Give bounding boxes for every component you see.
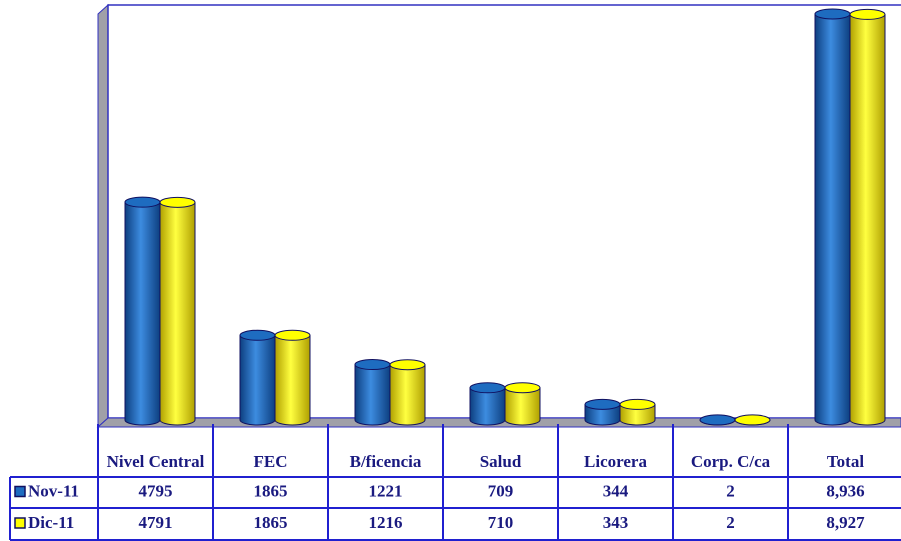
table-value: 2 [726, 513, 735, 532]
cylinder-top [619, 398, 656, 410]
bar [239, 329, 276, 426]
bar [504, 382, 541, 426]
category-label: Total [827, 452, 864, 471]
table-value: 2 [726, 481, 735, 500]
cylinder-body [124, 201, 161, 426]
category-label: Licorera [584, 452, 647, 471]
table-value: 344 [603, 481, 629, 500]
cylinder-body [504, 387, 541, 426]
bar [469, 382, 506, 426]
cylinder-body [389, 364, 426, 426]
cylinder-top [734, 414, 771, 426]
cylinder-body [814, 13, 851, 426]
table-value: 1865 [254, 513, 288, 532]
table-value: 1221 [369, 481, 403, 500]
cylinder-body [274, 334, 311, 426]
table-value: 343 [603, 513, 629, 532]
legend-swatch [14, 485, 26, 498]
bar [619, 398, 656, 426]
cylinder-top [849, 8, 886, 20]
cylinder-top [699, 414, 736, 426]
table-value: 710 [488, 513, 514, 532]
table-value: 4795 [139, 481, 173, 500]
table-value: 8,936 [826, 481, 864, 500]
cylinder-top [469, 382, 506, 394]
cylinder-body [159, 201, 196, 426]
bar [734, 414, 771, 426]
category-label: Corp. C/ca [691, 452, 771, 471]
category-label: Nivel Central [107, 452, 205, 471]
table-value: 1216 [369, 513, 403, 532]
cylinder-top [354, 359, 391, 371]
bar [584, 398, 621, 426]
bar [274, 329, 311, 426]
cylinder-top [159, 196, 196, 208]
cylinder-body [354, 364, 391, 426]
legend-label: Dic-11 [28, 513, 74, 532]
cylinder-body [849, 13, 886, 426]
side-wall [97, 3, 109, 429]
cylinder-body [619, 403, 656, 426]
cylinder-body [469, 387, 506, 426]
cylinder-top [274, 329, 311, 341]
bar [354, 359, 391, 426]
bar [849, 8, 886, 426]
cylinder-top [504, 382, 541, 394]
table-value: 8,927 [826, 513, 865, 532]
cylinder-top [124, 196, 161, 208]
cylinder-top [389, 359, 426, 371]
cylinder-top [814, 8, 851, 20]
table-value: 1865 [254, 481, 288, 500]
table-value: 4791 [139, 513, 173, 532]
bar [124, 196, 161, 426]
cylinder-top [239, 329, 276, 341]
category-label: FEC [254, 452, 288, 471]
category-label: B/ficencia [350, 452, 422, 471]
back-wall [107, 4, 901, 419]
bar [159, 196, 196, 426]
cylinder-top [584, 398, 621, 410]
bar [699, 414, 736, 426]
cylinder-body [239, 334, 276, 426]
bar [814, 8, 851, 426]
bar [389, 359, 426, 426]
table-value: 709 [488, 481, 514, 500]
category-label: Salud [480, 452, 522, 471]
legend-swatch [14, 517, 26, 529]
legend-label: Nov-11 [28, 481, 79, 500]
